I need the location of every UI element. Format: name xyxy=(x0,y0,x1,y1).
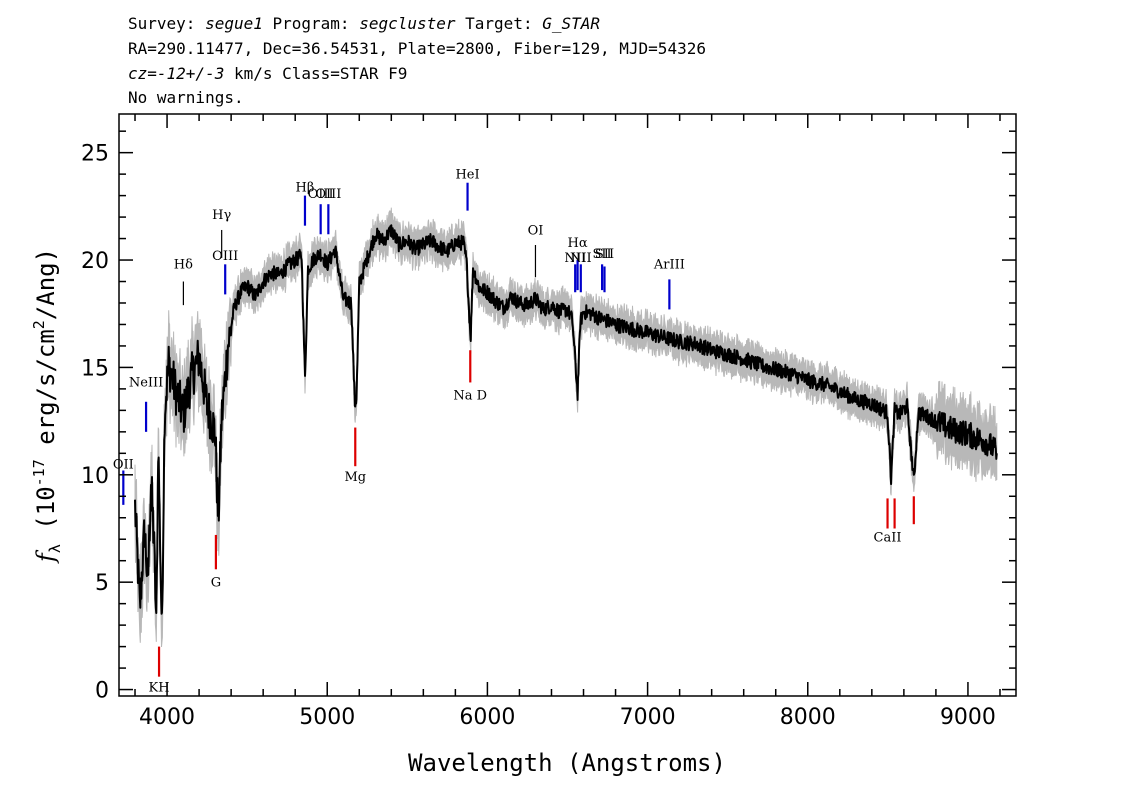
line-label-20: CaII xyxy=(874,530,902,545)
y-tick-label-5: 5 xyxy=(95,571,109,596)
line-label-8: OIII xyxy=(308,187,334,202)
spectrum-series xyxy=(134,224,998,615)
x-tick-label-6000: 6000 xyxy=(459,705,515,730)
ylabel-post: /Ang) xyxy=(32,248,60,320)
header-line-1-part-1: segue1 xyxy=(205,14,263,33)
plot-frame xyxy=(118,113,1017,697)
line-label-0: OII xyxy=(113,457,134,472)
error-band-area xyxy=(134,207,998,648)
header-line-3-part-0: cz=-12+/-3 xyxy=(128,64,224,83)
error-band xyxy=(134,207,998,648)
x-tick-label-5000: 5000 xyxy=(299,705,355,730)
y-tick-label-15: 15 xyxy=(81,356,109,381)
header-line-1-part-3: segcluster xyxy=(359,14,456,33)
x-tick-label-9000: 9000 xyxy=(940,705,996,730)
header-line-3: cz=-12+/-3 km/s Class=STAR F9 xyxy=(128,64,407,83)
header-line-1: Survey: segue1 Program: segcluster Targe… xyxy=(128,14,600,33)
x-tick-label-8000: 8000 xyxy=(780,705,836,730)
header-line-4: No warnings. xyxy=(128,88,244,107)
header-line-2: RA=290.11477, Dec=36.54531, Plate=2800, … xyxy=(128,39,706,58)
line-label-4: G xyxy=(211,575,221,590)
line-label-9: OIII xyxy=(315,187,341,202)
line-label-6: OIII xyxy=(212,249,238,264)
spectrum-line xyxy=(134,224,998,615)
header-line-1-part-5: G_STAR xyxy=(542,14,600,33)
line-label-7: Hβ xyxy=(296,180,315,195)
line-label-1: NeIII xyxy=(129,376,163,391)
line-label-11: HeI xyxy=(455,167,479,182)
y-axis-label: fλ (10-17 erg/s/cm2/Ang) xyxy=(30,248,64,564)
y-tick-label-0: 0 xyxy=(95,679,109,704)
header-line-1-part-0: Survey: xyxy=(128,14,205,33)
line-label-13: OI xyxy=(528,223,544,238)
ylabel-sub: λ xyxy=(46,544,64,553)
line-label-18: SII xyxy=(595,247,614,262)
y-tick-label-20: 20 xyxy=(81,249,109,274)
y-axis: 0 5 10 15 20 25 xyxy=(81,130,1016,704)
header-line-3-part-1: km/s Class=STAR F9 xyxy=(224,64,407,83)
line-label-3: Hδ xyxy=(174,258,193,273)
header-line-1-part-2: Program: xyxy=(263,14,359,33)
line-label-17: SII xyxy=(593,247,612,262)
line-label-16: NII xyxy=(570,251,592,266)
line-label-14: NII xyxy=(564,251,586,266)
header-line-1-part-4: Target: xyxy=(456,14,543,33)
ylabel-sup2: 2 xyxy=(30,320,48,329)
spectrum-header: Survey: segue1 Program: segcluster Targe… xyxy=(128,14,706,107)
line-label-15: Hα xyxy=(568,236,588,251)
ylabel-pre: (10 xyxy=(32,486,60,544)
x-tick-label-7000: 7000 xyxy=(620,705,676,730)
line-label-19: ArIII xyxy=(653,258,685,273)
x-tick-label-4000: 4000 xyxy=(139,705,195,730)
y-tick-label-25: 25 xyxy=(81,142,109,167)
line-label-2: KH xyxy=(149,681,170,696)
ylabel-mid: erg/s/cm xyxy=(32,329,60,459)
x-axis-label: Wavelength (Angstroms) xyxy=(408,749,726,777)
y-tick-label-10: 10 xyxy=(81,464,109,489)
line-label-10: Mg xyxy=(344,470,366,485)
x-axis: 4000 5000 6000 7000 8000 9000 xyxy=(134,114,1001,730)
line-label-12: Na D xyxy=(453,389,487,404)
line-label-5: Hγ xyxy=(212,208,231,223)
ylabel-sup1: -17 xyxy=(30,459,48,486)
